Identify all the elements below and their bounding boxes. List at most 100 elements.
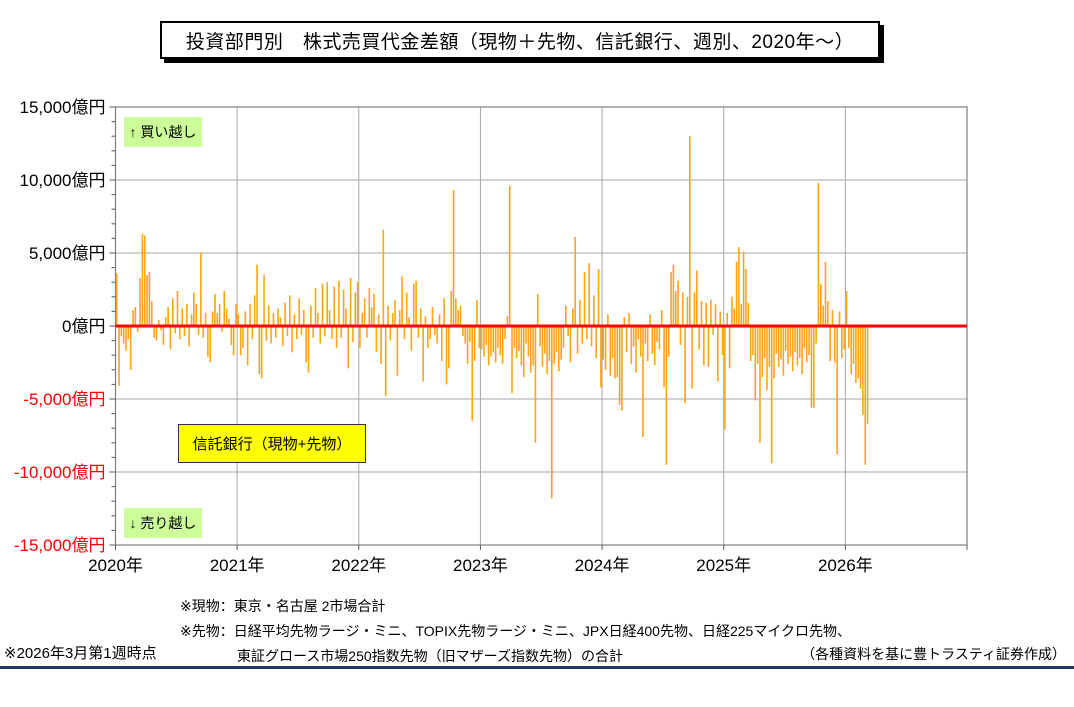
bar [536,293,539,326]
bar [200,253,202,326]
bar [223,290,226,326]
bar [812,326,815,408]
bar [415,280,417,326]
bar [462,326,464,337]
bar [434,326,436,335]
bar [448,326,450,369]
bar [808,326,810,356]
bar [396,326,399,376]
bar [602,326,605,360]
bar [688,136,691,326]
bar [207,326,209,357]
buy-side-label: ↑ 買い越し [129,124,197,140]
bar [197,326,200,335]
bar [714,304,717,326]
bar [167,307,169,326]
bar [155,326,158,341]
bar [866,326,869,424]
bar [466,326,469,364]
bar [841,326,843,359]
bar [237,314,240,326]
bar [342,289,345,326]
bar [160,326,162,331]
bar [480,326,483,350]
bar [569,326,572,363]
footnote-cash: ※現物：東京・名古屋 2市場合計 [180,598,386,614]
bar [310,305,312,326]
bar [719,311,722,326]
bar [256,264,258,326]
sell-side-annotation: ↓ 売り越し [124,508,202,538]
bar [698,326,700,350]
bar [658,326,661,350]
bar [492,326,495,353]
bar [726,312,729,326]
bar [738,247,740,326]
bar [557,326,560,372]
bar [204,312,207,326]
bar [366,326,368,338]
series-legend-label: 信託銀行（現物+先物） [192,436,352,453]
bar [487,326,490,366]
bar [761,326,764,378]
bar [565,305,567,326]
bar [286,326,289,337]
bar [731,296,733,326]
bar [780,326,782,360]
bar [579,299,581,326]
bar [473,326,476,362]
bar [850,326,853,375]
bar [235,304,237,326]
bar [742,251,745,326]
source-credit: （各種資料を基に豊トラスティ証券作成） [801,646,1066,662]
bar [153,326,155,338]
bar [616,326,619,378]
bar [773,326,775,379]
bar [681,292,684,326]
bar [791,326,794,372]
bar [429,326,431,340]
bar [394,299,396,326]
bar [548,326,551,362]
bar [328,309,331,326]
bar [710,299,712,326]
bar [361,312,364,326]
bar [291,326,293,353]
bar [628,312,630,326]
bar [417,326,420,338]
bar [443,298,445,326]
bar [162,326,165,345]
bar [644,326,647,344]
x-axis-label: 2025年 [696,556,751,575]
bar [639,326,642,357]
bar [747,302,750,326]
bar [143,235,146,326]
bar [667,326,670,357]
bar [864,326,867,465]
bar [686,296,689,326]
bar [789,326,792,357]
x-axis-label: 2023年 [453,556,508,575]
bar [228,318,230,326]
bar [431,307,434,326]
bar [724,326,726,430]
bar [674,290,677,326]
bar [756,326,759,364]
bar [403,326,406,340]
bar [862,326,864,416]
bar [303,309,305,326]
bar [141,234,144,326]
bar [209,326,212,363]
bar [522,326,525,378]
bar [759,326,761,443]
bar [576,326,579,354]
x-axis-label: 2024年 [575,556,630,575]
bar [693,292,696,326]
bar [525,326,527,344]
bar [281,326,284,347]
bar [651,326,654,354]
bar [529,326,532,373]
series-legend-box: 信託銀行（現物+先物） [178,424,366,463]
bar [611,326,614,359]
bar [541,326,544,367]
